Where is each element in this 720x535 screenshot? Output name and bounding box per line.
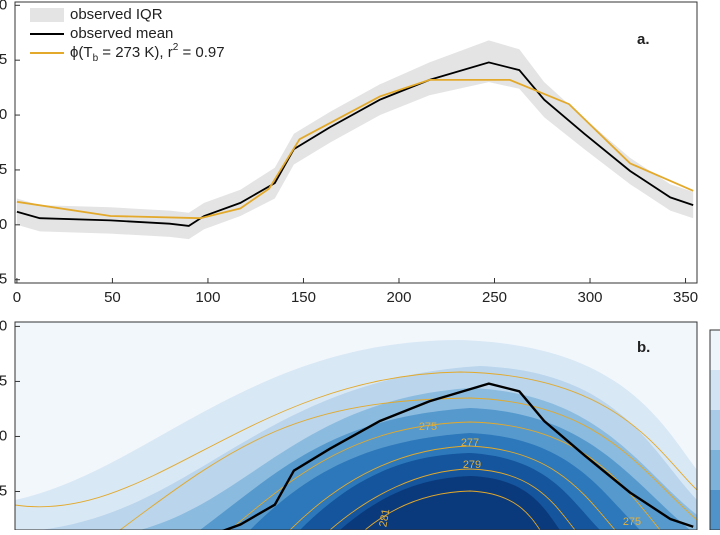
y-tick-label: 0 [0,317,7,334]
panel [16,40,694,240]
y-tick-label: 5 [0,482,7,499]
x-tick-label: 300 [578,289,603,306]
x-tick-label: 200 [386,289,411,306]
legend-text: observed mean [70,25,173,42]
legend-text: = 273 K), r [98,44,173,61]
y-tick-label: 0 [0,427,7,444]
series-line [221,382,694,530]
iqr-band [16,40,694,240]
axes-frame [14,1,698,284]
legend-text: = 0.97 [178,44,224,61]
x-tick-label: 100 [195,289,220,306]
y-tick-label: 5 [0,372,7,389]
contour-label: 275 [419,421,437,433]
legend-text: b [93,53,99,64]
y-tick-label: 0 [0,106,7,123]
contour-fill [15,322,697,530]
contour-label: 275 [623,516,641,528]
y-tick-label: 0 [0,216,7,233]
colorbar [709,329,720,531]
legend-swatch [30,8,64,22]
x-tick-label: 250 [482,289,507,306]
legend-label: observed IQR [70,6,163,23]
x-tick-label: 350 [673,289,698,306]
contour-label: 279 [463,459,481,471]
x-tick-label: 50 [104,289,121,306]
x-tick-label: 150 [291,289,316,306]
panel-label: a. [637,31,650,48]
legend-label: ϕ(Tb = 273 K), r2 = 0.97 [70,42,225,64]
x-tick-label: 0 [13,289,21,306]
contour-label: 277 [461,437,479,449]
legend-text: ϕ(T [70,44,93,61]
series-line [16,79,694,220]
y-tick-label: 5 [0,51,7,68]
y-tick-label: 5 [0,271,7,288]
panel [221,382,694,530]
y-tick-label: 0 [0,0,7,13]
panel-label: b. [637,339,650,356]
legend-text: 2 [173,42,179,53]
series-line [16,61,694,227]
y-tick-label: 5 [0,161,7,178]
contour-label: 281 [377,508,392,528]
legend-label: observed mean [70,25,173,42]
